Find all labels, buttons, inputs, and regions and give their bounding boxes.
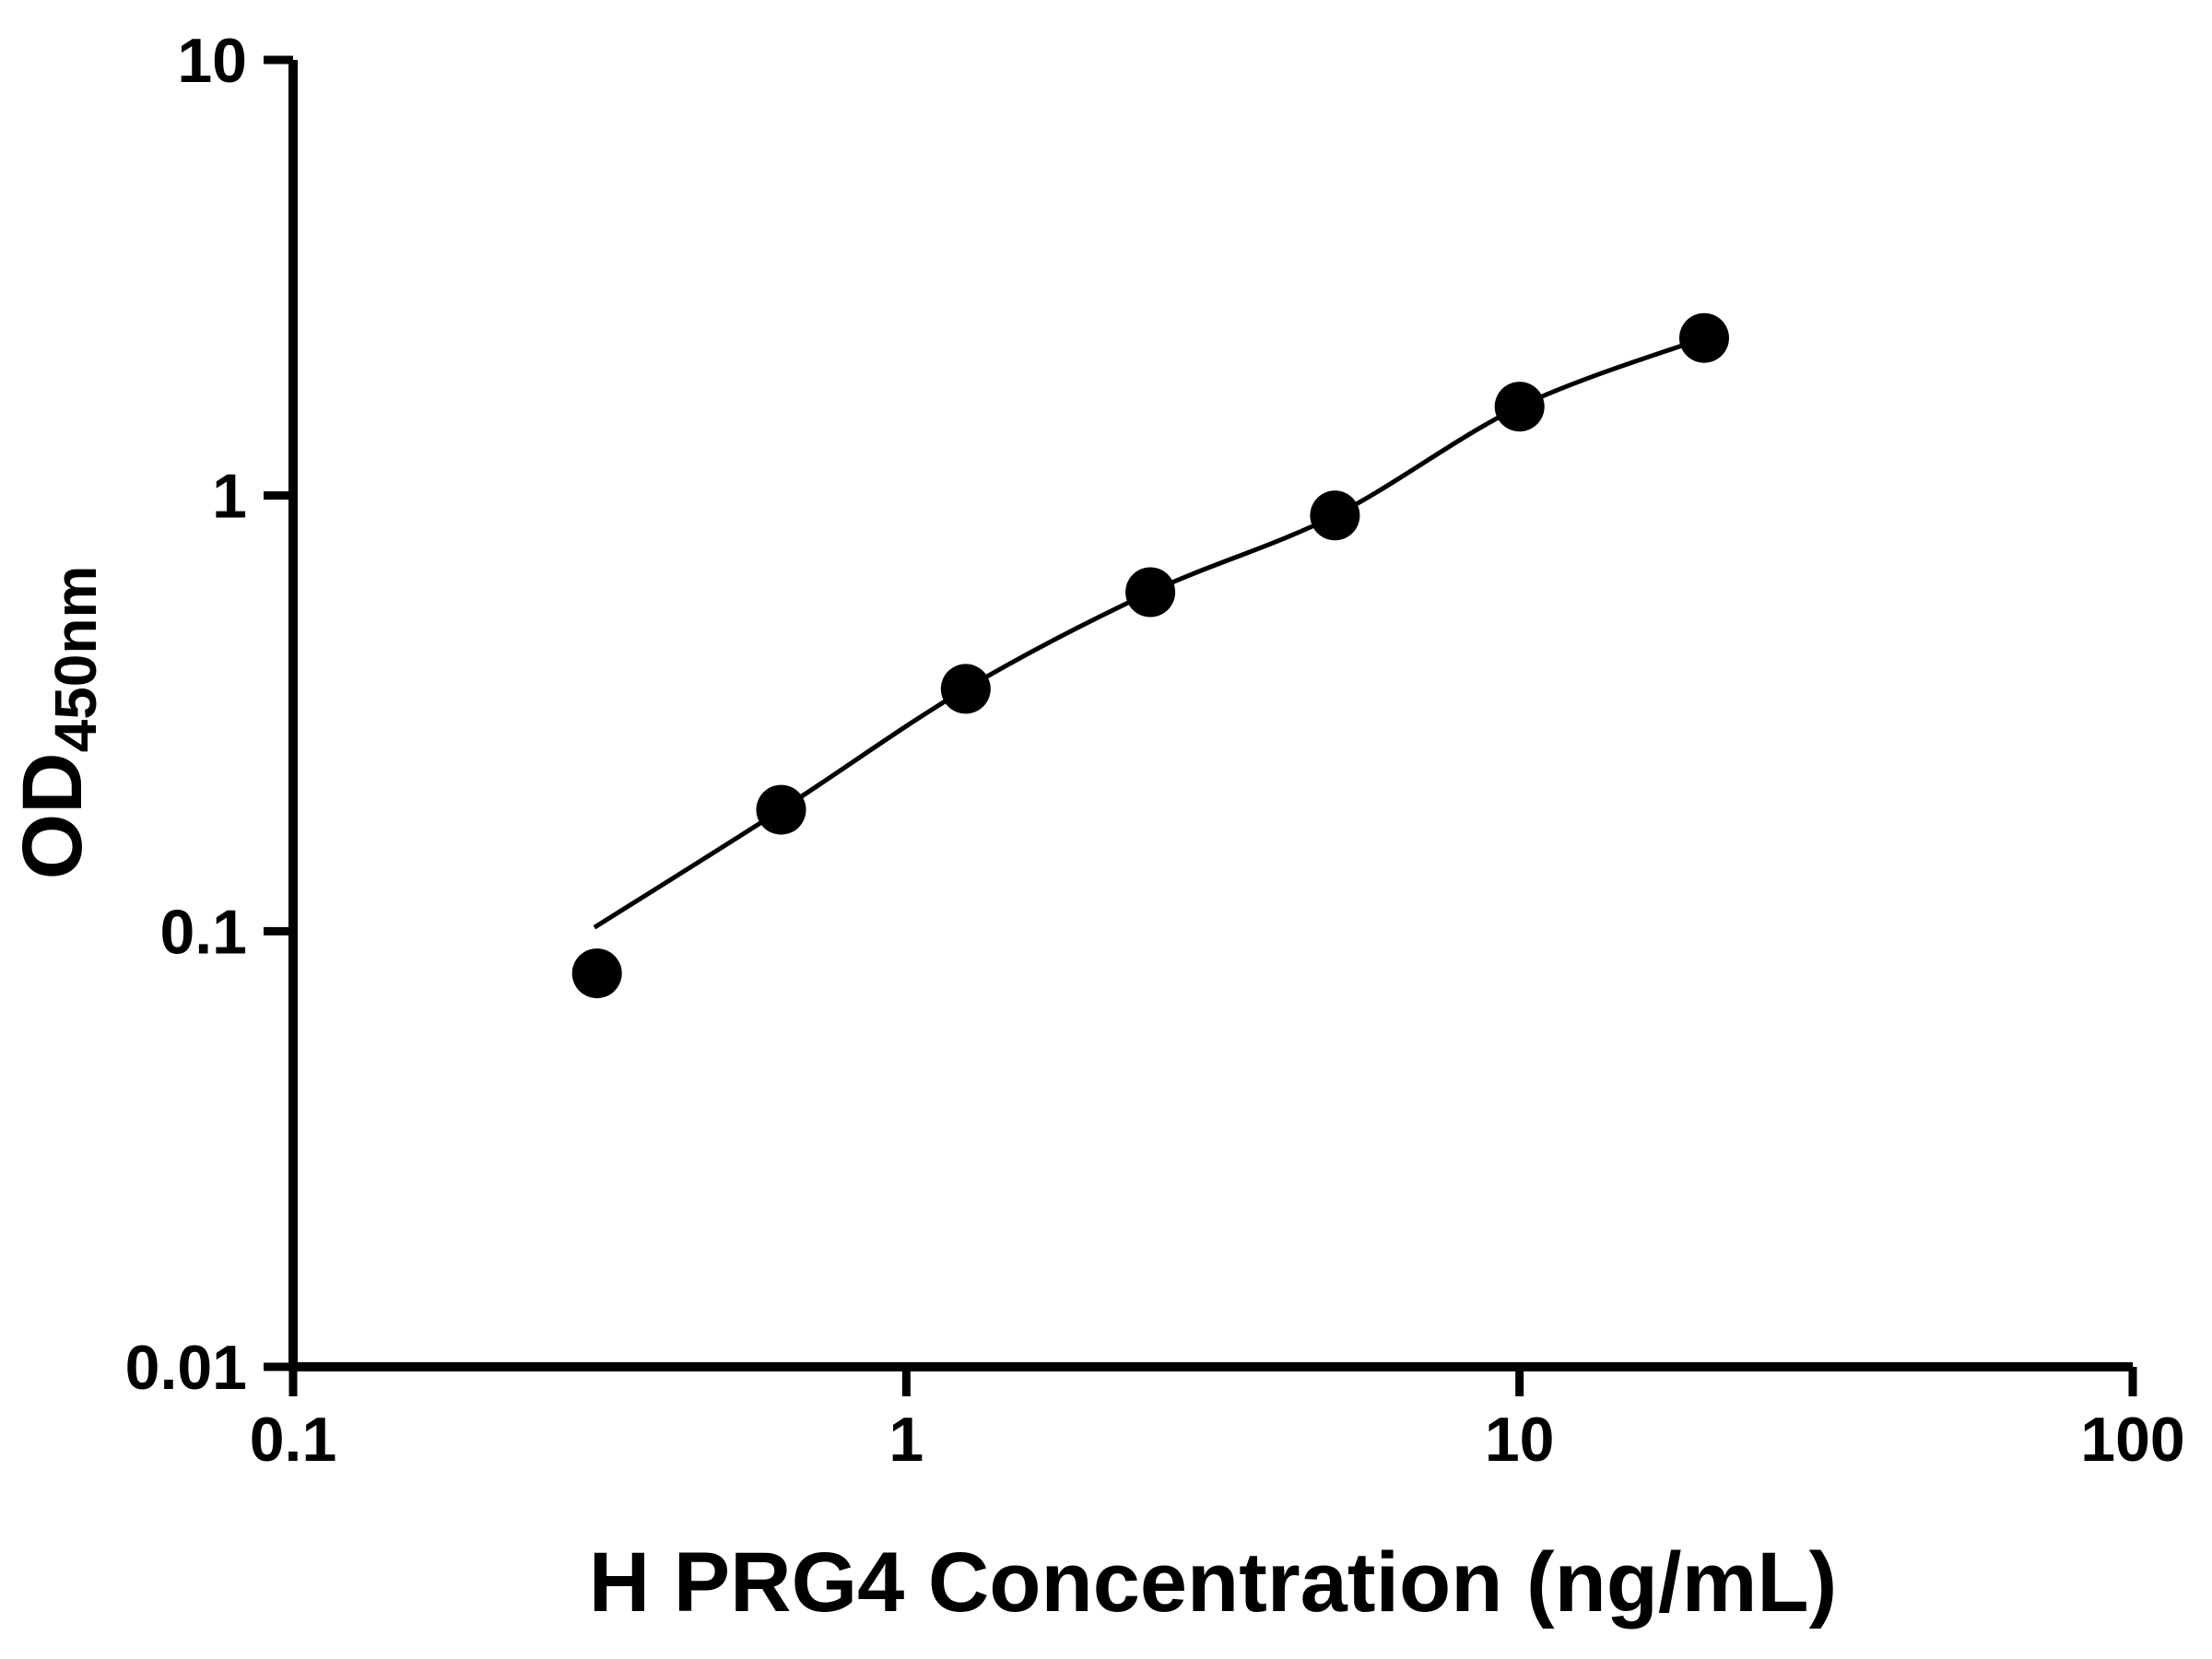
fit-curve-line	[593, 335, 1705, 930]
y-axis-tick-label: 0.01	[125, 1333, 247, 1403]
y-axis-tick-label: 1	[212, 462, 247, 532]
data-point	[756, 784, 806, 835]
plot-layer	[571, 312, 1729, 999]
x-axis-tick-label: 10	[1485, 1405, 1555, 1475]
y-axis-title-sub: 450nm	[42, 566, 109, 753]
data-point	[940, 664, 991, 714]
x-axis-tick-label: 100	[2080, 1405, 2184, 1475]
data-point	[1125, 567, 1176, 618]
data-point	[1494, 382, 1545, 432]
x-axis-tick-label: 0.1	[250, 1405, 337, 1475]
x-axis-title: H PRG4 Concentration (ng/mL)	[589, 1535, 1837, 1630]
data-point	[1679, 312, 1729, 363]
data-point	[571, 948, 622, 999]
y-axis-tick-label: 10	[177, 26, 247, 96]
x-axis-tick-label: 1	[888, 1405, 924, 1475]
axis-spine	[288, 60, 2133, 1371]
data-point	[1310, 490, 1360, 541]
y-axis-tick-label: 0.1	[159, 897, 247, 967]
y-axis-title-main: OD	[6, 752, 100, 879]
y-axis-title: OD450nm	[6, 566, 109, 880]
